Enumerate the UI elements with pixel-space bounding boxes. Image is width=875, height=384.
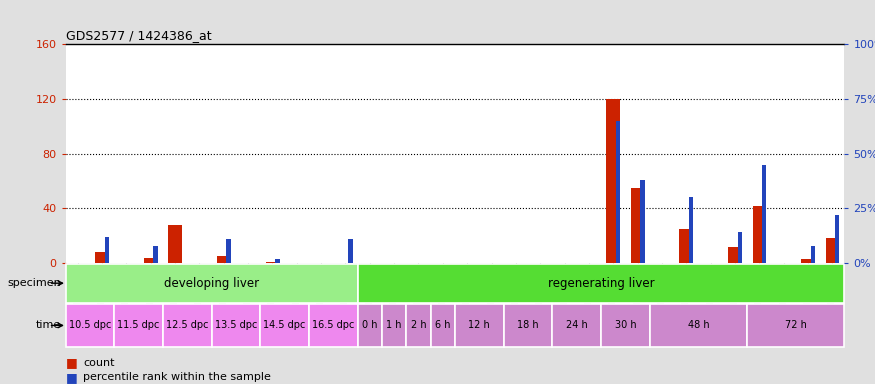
Text: 0 h: 0 h [362, 320, 378, 331]
Bar [261, 304, 309, 347]
Bar [266, 262, 279, 263]
Text: 13.5 dpc: 13.5 dpc [214, 320, 257, 331]
Bar [631, 188, 644, 263]
Text: 30 h: 30 h [614, 320, 636, 331]
Bar [689, 197, 693, 263]
Bar [275, 259, 279, 263]
Text: GDS2577 / 1424386_at: GDS2577 / 1424386_at [66, 28, 211, 41]
Bar [66, 264, 358, 303]
Bar [680, 229, 693, 263]
Text: 11.5 dpc: 11.5 dpc [117, 320, 160, 331]
Bar [640, 180, 645, 263]
Text: 12 h: 12 h [468, 320, 490, 331]
Bar [802, 259, 815, 263]
Text: 24 h: 24 h [566, 320, 587, 331]
Bar [153, 245, 158, 263]
Text: 1 h: 1 h [387, 320, 402, 331]
Text: 72 h: 72 h [785, 320, 807, 331]
Bar [455, 304, 504, 347]
Bar [169, 225, 182, 263]
Bar [747, 304, 844, 347]
Bar [66, 304, 115, 347]
Bar [217, 256, 230, 263]
Text: 14.5 dpc: 14.5 dpc [263, 320, 306, 331]
Text: count: count [83, 358, 115, 368]
Bar [105, 237, 109, 263]
Bar [115, 304, 163, 347]
Bar [163, 304, 212, 347]
Text: developing liver: developing liver [164, 277, 259, 290]
Bar [95, 252, 108, 263]
Text: ■: ■ [66, 356, 77, 369]
Bar [358, 304, 382, 347]
Bar [504, 304, 552, 347]
Bar [382, 304, 406, 347]
Bar [738, 232, 742, 263]
Bar [810, 245, 815, 263]
Bar [309, 304, 358, 347]
Bar [406, 304, 430, 347]
Bar [348, 239, 353, 263]
Text: ■: ■ [66, 371, 77, 384]
Text: 10.5 dpc: 10.5 dpc [69, 320, 111, 331]
Text: 18 h: 18 h [517, 320, 539, 331]
Text: 2 h: 2 h [410, 320, 426, 331]
Bar [227, 239, 231, 263]
Bar [430, 304, 455, 347]
Bar [825, 238, 839, 263]
Text: 6 h: 6 h [435, 320, 451, 331]
Bar [728, 247, 741, 263]
Text: percentile rank within the sample: percentile rank within the sample [83, 372, 271, 382]
Bar [212, 304, 261, 347]
Text: regenerating liver: regenerating liver [548, 277, 654, 290]
Bar [358, 264, 844, 303]
Text: 12.5 dpc: 12.5 dpc [166, 320, 208, 331]
Bar [601, 304, 649, 347]
Text: specimen: specimen [8, 278, 61, 288]
Text: 16.5 dpc: 16.5 dpc [312, 320, 354, 331]
Bar [606, 99, 620, 263]
Bar [762, 164, 766, 263]
Bar [144, 258, 158, 263]
Text: time: time [36, 320, 61, 331]
Bar [616, 121, 620, 263]
Bar [835, 215, 839, 263]
Text: 48 h: 48 h [688, 320, 709, 331]
Bar [552, 304, 601, 347]
Bar [649, 304, 747, 347]
Bar [752, 205, 766, 263]
